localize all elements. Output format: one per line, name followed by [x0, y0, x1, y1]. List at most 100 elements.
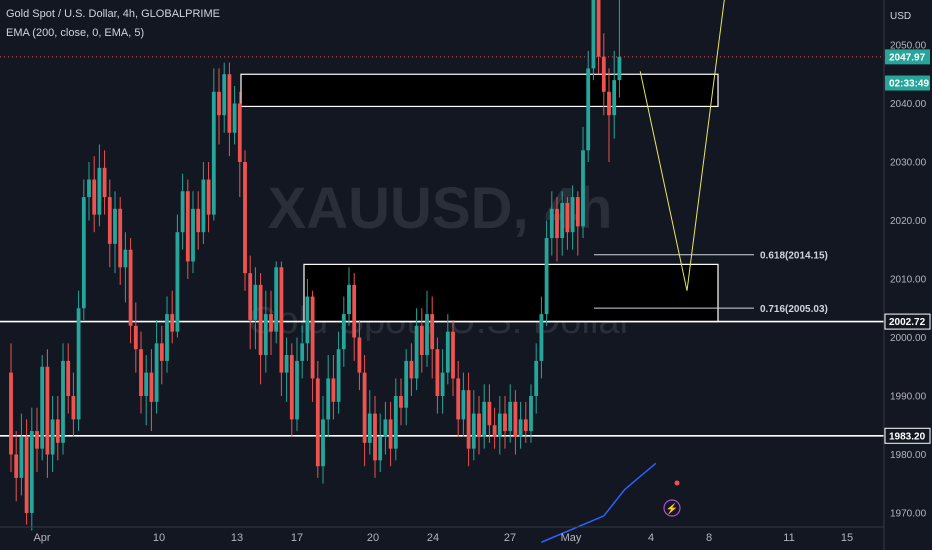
candle-body: [123, 249, 128, 268]
candle-body: [217, 91, 221, 116]
candle-body: [45, 366, 50, 455]
candle-body: [206, 179, 211, 215]
y-tick-label: 2020.00: [890, 216, 927, 227]
legend-title: Gold Spot / U.S. Dollar, 4h, GLOBALPRIME: [6, 8, 220, 20]
candle-body: [211, 91, 216, 215]
zone-rectangle[interactable]: [240, 73, 719, 108]
candle-body: [331, 378, 336, 402]
candle-body: [456, 378, 461, 420]
candle-body: [326, 378, 331, 420]
candle-body: [76, 308, 81, 420]
watermark-symbol: XAUUSD, 4h: [268, 176, 613, 241]
fib-level-label: 0.618(2014.15): [760, 251, 828, 262]
candle-body: [55, 419, 60, 443]
candle-body: [471, 413, 476, 449]
candle-body: [575, 197, 580, 227]
candle-body: [35, 431, 39, 449]
candle-body: [388, 419, 393, 449]
x-tick-label: 13: [231, 532, 243, 544]
candle-body: [191, 208, 195, 262]
candle-body: [113, 208, 117, 244]
y-tick-label: 2030.00: [890, 158, 927, 169]
candle-body: [24, 436, 29, 513]
candle-body: [409, 360, 414, 379]
candle-body: [565, 202, 570, 233]
candle-body: [274, 267, 279, 332]
candle-body: [404, 360, 409, 408]
candle-body: [508, 401, 513, 432]
candle-body: [461, 390, 466, 420]
candle-body: [373, 413, 377, 461]
y-tick-label: 1970.00: [890, 509, 927, 520]
price-label-text: 1983.20: [889, 431, 926, 442]
y-tick-label: 2010.00: [890, 275, 927, 286]
x-tick-label: 11: [783, 532, 794, 544]
candle-body: [612, 80, 617, 116]
candle-body: [601, 56, 606, 92]
candle-body: [591, 0, 596, 69]
ema-line: [541, 462, 657, 543]
price-label-badge: [885, 49, 930, 65]
candle-body: [144, 372, 149, 396]
candle-body: [279, 267, 284, 373]
candle-body: [393, 396, 398, 449]
candle-body: [596, 0, 601, 57]
candle-body: [243, 162, 247, 274]
candle-body: [50, 419, 55, 455]
candle-body: [300, 343, 305, 361]
candle-body: [586, 68, 591, 151]
x-tick-label: Apr: [33, 532, 50, 544]
candle-body: [133, 325, 138, 350]
candle-body: [40, 366, 45, 449]
candle-body: [399, 396, 403, 408]
x-tick-label: 8: [706, 532, 712, 544]
candle-body: [352, 284, 357, 338]
candle-body: [295, 360, 299, 420]
candle-body: [430, 314, 435, 350]
candle-body: [581, 150, 585, 227]
x-tick-label: 4: [648, 532, 654, 544]
zone-rectangle[interactable]: [303, 263, 719, 323]
candle-body: [523, 419, 528, 432]
candle-body: [19, 436, 24, 478]
x-tick-label: 27: [504, 532, 516, 544]
candle-body: [305, 296, 310, 344]
x-tick-label: 20: [367, 532, 379, 544]
candle-body: [92, 179, 97, 215]
candle-body: [539, 314, 544, 361]
candle-body: [513, 401, 518, 437]
candle-body: [61, 360, 65, 443]
candle-body: [149, 372, 154, 402]
x-tick-label: 24: [427, 532, 439, 544]
projection-path[interactable]: [639, 0, 754, 291]
candle-body: [362, 372, 367, 443]
fib-level-label: 0.716(2005.03): [760, 304, 828, 315]
candle-body: [66, 360, 71, 396]
candle-body: [180, 191, 185, 233]
candle-body: [154, 343, 159, 402]
y-tick-label: 1980.00: [890, 450, 927, 461]
candle-body: [139, 349, 143, 396]
candle-body: [159, 343, 164, 361]
candle-body: [201, 179, 206, 233]
candle-body: [128, 249, 133, 326]
candle-body: [9, 372, 13, 455]
lightning-icon: ⚡: [666, 502, 678, 515]
event-marker[interactable]: [663, 499, 681, 517]
candle-body: [451, 331, 455, 379]
candle-body: [237, 103, 242, 162]
x-tick-label: 10: [153, 532, 165, 544]
candle-body: [477, 413, 481, 437]
y-tick-label: 2000.00: [890, 333, 927, 344]
x-tick-label: 17: [291, 532, 303, 544]
candle-body: [118, 208, 123, 268]
candle-body: [289, 355, 294, 420]
price-label-badge: [885, 75, 930, 91]
candle-body: [492, 425, 497, 437]
x-tick-label: 15: [841, 532, 853, 544]
candle-body: [336, 349, 341, 402]
candle-body: [534, 360, 539, 396]
y-tick-label: 2050.00: [890, 41, 927, 52]
candle-body: [617, 56, 622, 81]
